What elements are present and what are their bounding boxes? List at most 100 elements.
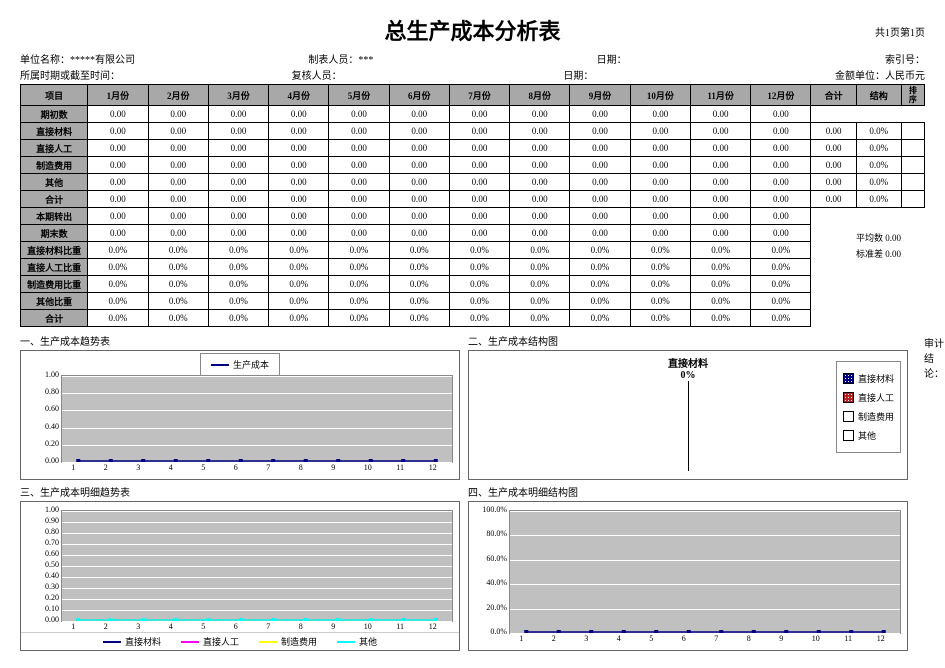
cell: 0.0% xyxy=(208,259,268,276)
table-row: 合计0.000.000.000.000.000.000.000.000.000.… xyxy=(21,191,925,208)
meta-label: 制表人员： xyxy=(308,55,358,66)
cell: 0.00 xyxy=(570,191,630,208)
row-label: 期末数 xyxy=(21,225,88,242)
table-row: 其他比重0.0%0.0%0.0%0.0%0.0%0.0%0.0%0.0%0.0%… xyxy=(21,293,925,310)
x-tick-label: 1 xyxy=(71,622,75,631)
cell: 0.00 xyxy=(389,157,449,174)
cell: 0.00 xyxy=(208,174,268,191)
row-label: 其他 xyxy=(21,174,88,191)
x-tick-label: 2 xyxy=(104,463,108,472)
cell: 0.0% xyxy=(751,242,811,259)
x-tick-label: 8 xyxy=(299,622,303,631)
chart2-title: 二、生产成本结构图 xyxy=(468,333,908,348)
table-row: 制造费用比重0.0%0.0%0.0%0.0%0.0%0.0%0.0%0.0%0.… xyxy=(21,276,925,293)
cell: 0.00 xyxy=(630,106,690,123)
cell xyxy=(901,259,924,276)
cell: 0.00 xyxy=(449,140,509,157)
cell: 0.00 xyxy=(269,123,329,140)
y-tick-label: 0.70 xyxy=(23,538,59,547)
table-row: 期末数0.000.000.000.000.000.000.000.000.000… xyxy=(21,225,925,242)
cell: 0.0% xyxy=(148,310,208,327)
cell: 0.00 xyxy=(630,225,690,242)
cell: 0.00 xyxy=(88,123,148,140)
cell: 0.00 xyxy=(208,157,268,174)
x-tick-label: 11 xyxy=(844,634,852,643)
cell xyxy=(811,225,856,242)
col-header: 结构 xyxy=(856,85,901,106)
cell: 0.00 xyxy=(88,191,148,208)
row-label: 合计 xyxy=(21,310,88,327)
cell: 0.00 xyxy=(751,106,811,123)
x-tick-label: 8 xyxy=(299,463,303,472)
col-header: 5月份 xyxy=(329,85,389,106)
cell: 0.00 xyxy=(208,191,268,208)
cell: 0.00 xyxy=(148,191,208,208)
cell: 0.00 xyxy=(449,123,509,140)
x-tick-label: 11 xyxy=(396,463,404,472)
table-row: 期初数0.000.000.000.000.000.000.000.000.000… xyxy=(21,106,925,123)
cell: 0.00 xyxy=(690,174,750,191)
cell xyxy=(901,310,924,327)
cell: 0.00 xyxy=(329,225,389,242)
chart-legend: 直接材料直接人工制造费用其他 xyxy=(836,361,901,453)
x-tick-label: 4 xyxy=(169,622,173,631)
table-row: 直接材料0.000.000.000.000.000.000.000.000.00… xyxy=(21,123,925,140)
cell: 0.0% xyxy=(269,242,329,259)
cell: 0.0% xyxy=(329,310,389,327)
cell: 0.0% xyxy=(269,276,329,293)
cell: 0.00 xyxy=(449,174,509,191)
col-header: 1月份 xyxy=(88,85,148,106)
y-tick-label: 0.40 xyxy=(23,422,59,431)
col-header: 3月份 xyxy=(208,85,268,106)
cell: 0.0% xyxy=(389,259,449,276)
x-tick-label: 7 xyxy=(714,634,718,643)
cell: 0.00 xyxy=(811,140,856,157)
legend-label: 直接材料 xyxy=(858,372,894,385)
meta-value: *** xyxy=(358,55,373,66)
cell: 0.0% xyxy=(88,259,148,276)
cell: 0.00 xyxy=(88,174,148,191)
cell: 0.00 xyxy=(329,106,389,123)
cell: 0.0% xyxy=(630,293,690,310)
cell: 0.00 xyxy=(148,106,208,123)
y-tick-label: 20.0% xyxy=(471,603,507,612)
col-header: 排序 xyxy=(901,85,924,106)
cell: 0.0% xyxy=(751,310,811,327)
col-header: 10月份 xyxy=(630,85,690,106)
row-label: 直接人工 xyxy=(21,140,88,157)
audit-conclusion-label: 审计结论： xyxy=(916,331,944,651)
chart2-structure: 直接材料0%直接材料直接人工制造费用其他 xyxy=(468,350,908,480)
y-tick-label: 0.60 xyxy=(23,404,59,413)
row-label: 直接材料比重 xyxy=(21,242,88,259)
meta-label: 索引号： xyxy=(885,55,925,66)
cell: 0.0% xyxy=(88,310,148,327)
chart3-title: 三、生产成本明细趋势表 xyxy=(20,484,460,499)
cell: 0.00 xyxy=(510,106,570,123)
cell: 0.0% xyxy=(690,310,750,327)
cell: 0.0% xyxy=(88,242,148,259)
x-tick-label: 4 xyxy=(617,634,621,643)
cell: 0.00 xyxy=(389,174,449,191)
meta-label: 复核人员： xyxy=(292,71,342,82)
cell: 0.0% xyxy=(856,157,901,174)
col-header: 2月份 xyxy=(148,85,208,106)
cell: 0.0% xyxy=(510,310,570,327)
legend-label: 其他 xyxy=(858,429,876,442)
legend-label: 直接人工 xyxy=(858,391,894,404)
cell xyxy=(901,174,924,191)
cell xyxy=(811,259,856,276)
legend-label: 其他 xyxy=(359,635,377,648)
cell: 0.0% xyxy=(148,276,208,293)
cell: 0.00 xyxy=(751,191,811,208)
cell: 0.00 xyxy=(570,174,630,191)
cell: 0.0% xyxy=(570,259,630,276)
x-tick-label: 10 xyxy=(364,463,372,472)
legend-label: 制造费用 xyxy=(858,410,894,423)
col-header: 11月份 xyxy=(690,85,750,106)
cell xyxy=(901,106,924,123)
cell: 0.00 xyxy=(389,106,449,123)
cell xyxy=(811,310,856,327)
cell: 0.00 xyxy=(269,174,329,191)
cell: 0.0% xyxy=(510,259,570,276)
cell: 0.00 xyxy=(208,140,268,157)
